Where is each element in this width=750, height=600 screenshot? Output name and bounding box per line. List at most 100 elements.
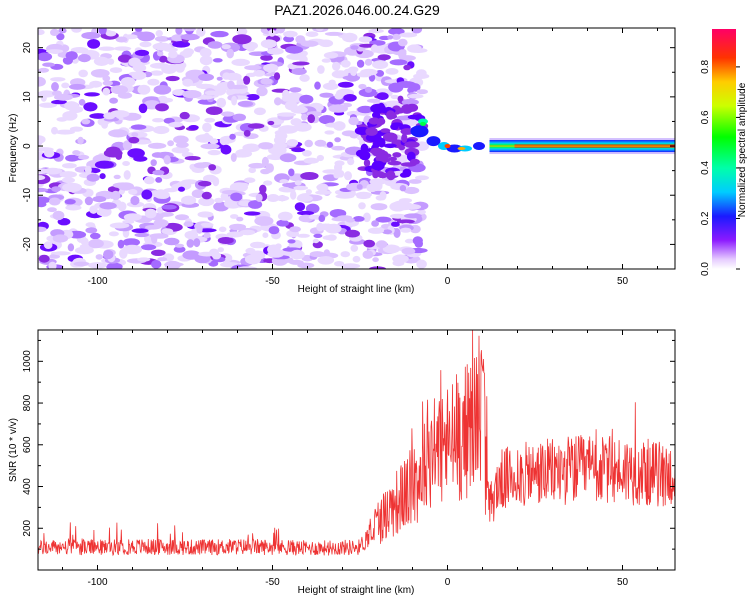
noise-blob <box>375 154 389 163</box>
spectrogram-xtick-label: 50 <box>617 276 629 287</box>
noise-blob <box>319 92 334 98</box>
noise-blob <box>314 139 327 147</box>
noise-blob <box>155 103 169 112</box>
noise-blob <box>38 226 47 232</box>
spectrogram-y-label: Frequency (Hz) <box>8 114 19 183</box>
colorbar-tick-label: 0.8 <box>700 60 711 74</box>
noise-blob <box>152 169 165 176</box>
noise-blob <box>64 199 76 205</box>
noise-blob <box>130 195 140 206</box>
noise-blob <box>313 233 323 238</box>
noise-blob <box>359 150 371 161</box>
noise-blob <box>375 70 385 77</box>
noise-blob <box>89 205 98 214</box>
noise-blob <box>293 122 312 132</box>
noise-blob <box>140 244 157 251</box>
noise-blob <box>167 140 175 147</box>
noise-blob <box>171 146 190 154</box>
noise-blob <box>389 201 407 212</box>
noise-blob <box>370 44 379 53</box>
noise-blob <box>149 233 169 239</box>
noise-blob <box>328 104 349 113</box>
noise-blob <box>168 50 178 59</box>
noise-blob <box>198 180 212 187</box>
noise-blob <box>350 45 359 50</box>
noise-blob <box>242 143 260 153</box>
noise-blob <box>77 136 84 145</box>
noise-blob <box>157 50 164 57</box>
noise-blob <box>198 73 214 82</box>
colorbar-tick-label: 0.2 <box>700 211 711 225</box>
noise-blob <box>92 196 107 203</box>
noise-blob <box>188 125 199 130</box>
noise-blob <box>230 192 243 202</box>
noise-blob <box>131 71 147 80</box>
signal-transition-blob <box>457 147 466 150</box>
noise-blob <box>274 97 282 106</box>
noise-blob <box>161 228 174 235</box>
noise-blob <box>364 86 373 93</box>
noise-blob <box>237 100 254 107</box>
noise-blob <box>229 133 236 140</box>
noise-blob <box>289 87 302 93</box>
noise-blob <box>396 107 405 114</box>
noise-blob <box>96 209 108 216</box>
noise-blob <box>365 127 378 136</box>
noise-blob <box>388 28 405 36</box>
noise-blob <box>203 232 211 239</box>
noise-blob <box>42 62 55 67</box>
noise-blob <box>312 238 320 244</box>
noise-blob <box>244 177 256 183</box>
noise-blob <box>157 191 170 199</box>
signal-transition-blob <box>473 142 485 151</box>
noise-blob <box>391 221 400 227</box>
noise-blob <box>43 241 53 250</box>
noise-blob <box>386 170 396 181</box>
noise-blob <box>183 221 194 227</box>
noise-blob <box>133 155 148 162</box>
noise-blob <box>286 139 299 147</box>
noise-blob <box>236 28 248 36</box>
colorbar-tick-label: 0.4 <box>700 161 711 175</box>
noise-blob <box>362 250 374 259</box>
noise-blob <box>102 87 111 96</box>
noise-blob <box>175 141 189 148</box>
noise-blob <box>216 97 227 108</box>
noise-blob <box>318 115 335 125</box>
noise-blob <box>137 257 151 262</box>
noise-blob <box>276 219 290 227</box>
noise-blob <box>109 110 130 118</box>
noise-blob <box>245 247 256 254</box>
noise-blob <box>407 86 415 94</box>
snr-axes: -100 -50 0 50 200 400 600 800 1000 <box>22 330 675 588</box>
spectrogram-xtick-label: -50 <box>265 276 280 287</box>
noise-blob <box>334 137 341 143</box>
noise-blob <box>267 48 284 55</box>
noise-blob <box>248 162 266 169</box>
noise-blob <box>221 111 235 117</box>
noise-blob <box>238 150 253 158</box>
noise-blob <box>48 197 61 206</box>
noise-blob <box>99 173 106 180</box>
noise-blob <box>406 105 414 110</box>
noise-blob <box>78 69 88 78</box>
noise-blob <box>151 249 166 256</box>
noise-blob <box>342 75 358 81</box>
noise-blob <box>343 94 357 102</box>
spectrogram-ytick-label: 0 <box>22 143 33 149</box>
noise-blob <box>284 100 298 111</box>
noise-blob <box>191 189 205 199</box>
noise-blob <box>350 244 359 252</box>
noise-blob <box>398 38 408 47</box>
noise-blob <box>370 147 383 153</box>
noise-blob <box>200 222 214 228</box>
noise-blob <box>46 49 64 54</box>
noise-blob <box>334 92 344 100</box>
colorbar-label: Normalized spectral amplitude <box>737 82 748 217</box>
noise-blob <box>372 111 381 119</box>
noise-blob <box>50 28 59 36</box>
noise-blob <box>157 257 168 262</box>
noise-blob <box>236 216 244 222</box>
noise-blob <box>287 239 296 244</box>
